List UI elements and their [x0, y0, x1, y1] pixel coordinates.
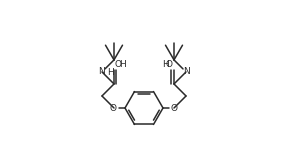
Text: H: H	[162, 61, 169, 69]
Text: H: H	[107, 68, 114, 77]
Text: O: O	[166, 61, 173, 69]
Text: O: O	[171, 103, 178, 112]
Text: O: O	[110, 103, 117, 112]
Text: H: H	[119, 61, 126, 69]
Text: O: O	[115, 61, 122, 69]
Text: N: N	[183, 67, 190, 76]
Text: N: N	[98, 67, 105, 76]
